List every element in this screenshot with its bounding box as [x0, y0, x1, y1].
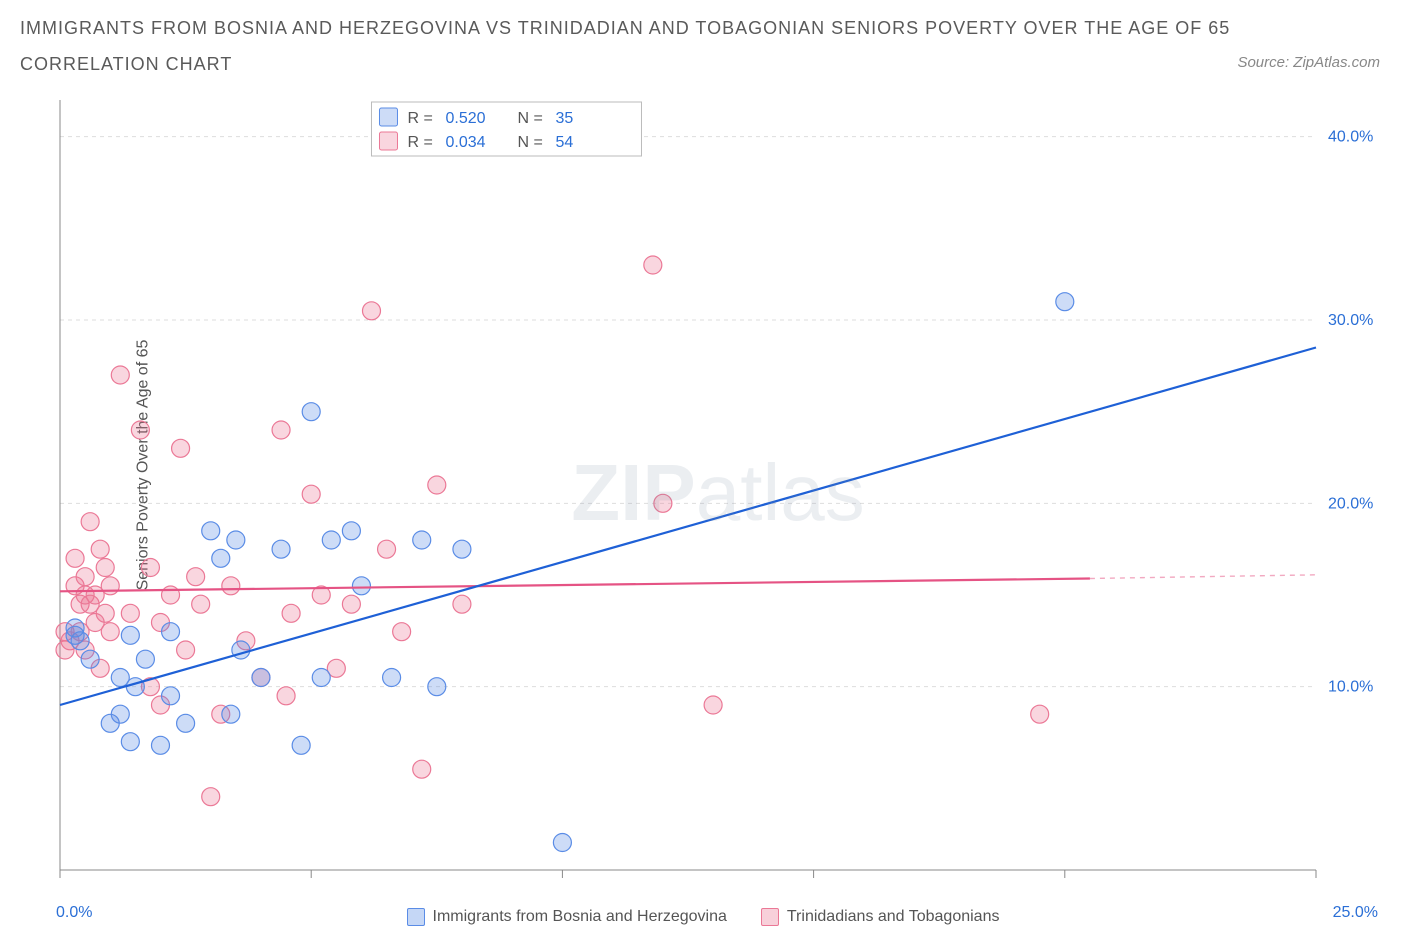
legend-label-trinidad: Trinidadians and Tobagonians	[787, 908, 1000, 926]
svg-text:N =: N =	[517, 110, 542, 127]
legend-item-bosnia: Immigrants from Bosnia and Herzegovina	[407, 908, 727, 926]
legend-label-bosnia: Immigrants from Bosnia and Herzegovina	[433, 908, 727, 926]
chart-title-1: IMMIGRANTS FROM BOSNIA AND HERZEGOVINA V…	[20, 18, 1230, 39]
plot-area: 10.0% 20.0% 30.0% 40.0% R = 0.520 N = 35 R = 0.03…	[50, 95, 1386, 890]
svg-text:20.0%: 20.0%	[1328, 495, 1373, 512]
svg-text:30.0%: 30.0%	[1328, 312, 1373, 329]
svg-text:N =: N =	[517, 134, 542, 151]
svg-text:R =: R =	[407, 134, 432, 151]
scatter-svg: 10.0% 20.0% 30.0% 40.0% R = 0.520 N = 35 R = 0.03…	[50, 95, 1386, 890]
legend-bottom: 0.0% Immigrants from Bosnia and Herzegov…	[0, 908, 1406, 926]
svg-text:R =: R =	[407, 110, 432, 127]
svg-text:10.0%: 10.0%	[1328, 679, 1373, 696]
svg-text:0.520: 0.520	[445, 110, 485, 127]
svg-text:35: 35	[555, 110, 573, 127]
legend-swatch-bosnia	[407, 908, 425, 926]
chart-title-2: CORRELATION CHART	[20, 54, 232, 75]
x-min-label: 0.0%	[56, 904, 92, 922]
x-max-label: 25.0%	[1333, 904, 1378, 922]
svg-text:54: 54	[555, 134, 573, 151]
legend-swatch-trinidad	[761, 908, 779, 926]
svg-text:40.0%: 40.0%	[1328, 129, 1373, 146]
svg-text:0.034: 0.034	[445, 134, 485, 151]
legend-item-trinidad: Trinidadians and Tobagonians	[761, 908, 1000, 926]
source-attribution: Source: ZipAtlas.com	[1237, 54, 1380, 71]
